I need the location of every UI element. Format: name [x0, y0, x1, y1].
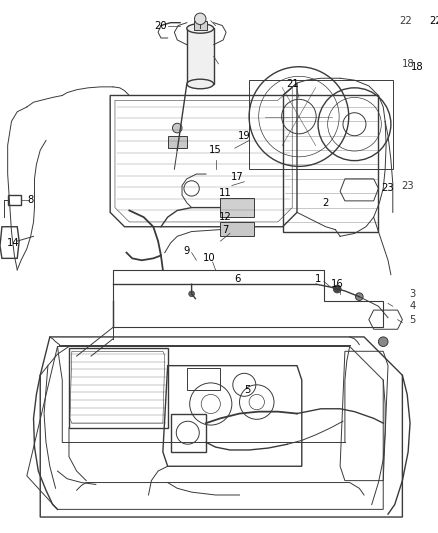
Text: 9: 9	[184, 246, 190, 256]
Text: 16: 16	[331, 279, 344, 289]
Circle shape	[334, 286, 340, 292]
Ellipse shape	[187, 23, 214, 33]
Text: 5: 5	[244, 385, 251, 394]
Text: 22: 22	[430, 16, 438, 26]
Text: 22: 22	[399, 16, 412, 26]
Circle shape	[189, 291, 194, 297]
Text: 23: 23	[381, 183, 394, 193]
Text: 21: 21	[286, 79, 299, 89]
Bar	[194, 21, 207, 30]
Text: 4: 4	[410, 301, 416, 311]
Circle shape	[333, 285, 341, 293]
Text: 10: 10	[202, 253, 215, 263]
Text: 20: 20	[155, 21, 167, 30]
Polygon shape	[220, 222, 254, 236]
Text: 5: 5	[410, 314, 416, 325]
Circle shape	[173, 123, 182, 133]
Ellipse shape	[187, 79, 214, 89]
Text: 12: 12	[219, 212, 232, 222]
Text: 11: 11	[219, 188, 232, 198]
Text: 1: 1	[315, 274, 321, 285]
Text: 2: 2	[322, 198, 329, 208]
Bar	[187, 28, 214, 84]
Circle shape	[356, 293, 363, 301]
Text: 19: 19	[238, 131, 251, 141]
Text: 7: 7	[222, 224, 228, 235]
Text: 14: 14	[7, 238, 20, 248]
Text: 15: 15	[209, 145, 222, 155]
Circle shape	[378, 337, 388, 346]
Text: 3: 3	[410, 289, 416, 299]
Text: 18: 18	[402, 59, 415, 69]
Text: 6: 6	[234, 274, 241, 285]
Text: 18: 18	[410, 62, 423, 72]
Text: 23: 23	[401, 181, 414, 190]
Text: 8: 8	[28, 195, 34, 205]
Polygon shape	[168, 136, 187, 148]
Circle shape	[194, 13, 206, 25]
Polygon shape	[220, 198, 254, 217]
Text: 17: 17	[231, 172, 244, 182]
